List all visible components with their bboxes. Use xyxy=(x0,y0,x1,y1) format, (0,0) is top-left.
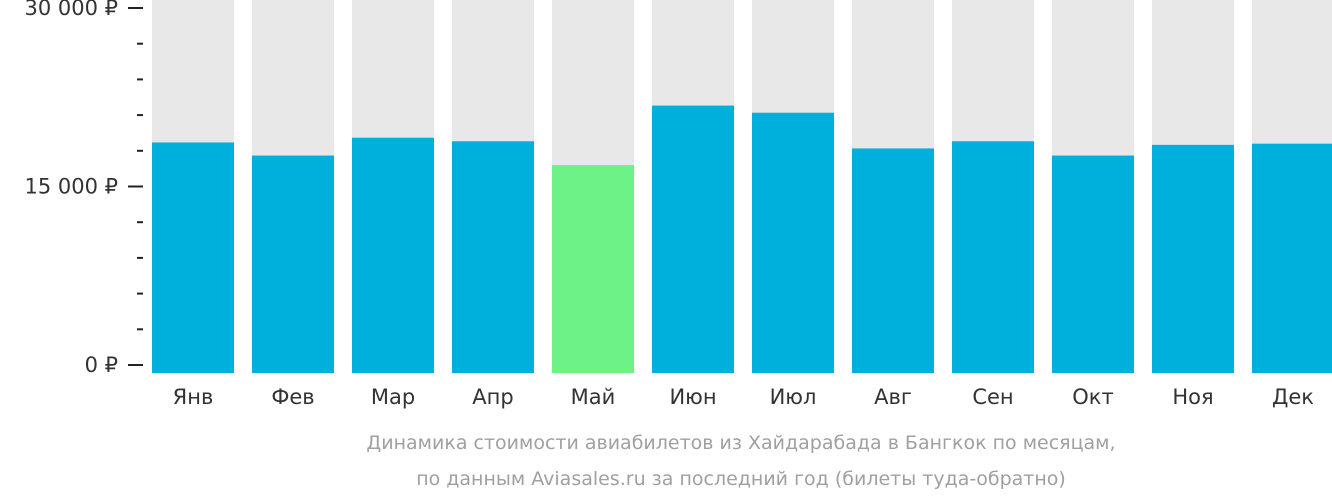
bar-8 xyxy=(952,141,1034,373)
bar-10 xyxy=(1152,144,1234,373)
x-tick-label: Ноя xyxy=(1172,385,1213,409)
x-tick-label: Сен xyxy=(972,385,1013,409)
bar-9 xyxy=(1052,155,1134,373)
x-tick-label: Апр xyxy=(472,385,513,409)
y-tick-label: 30 000 ₽ xyxy=(24,0,118,20)
bar-1 xyxy=(252,155,334,373)
bar-5 xyxy=(652,105,734,373)
y-tick-label: 15 000 ₽ xyxy=(24,175,118,199)
bar-4 xyxy=(552,165,634,373)
x-tick-label: Янв xyxy=(173,385,214,409)
y-tick-label: 0 ₽ xyxy=(85,353,118,377)
x-tick-label: Июн xyxy=(669,385,716,409)
x-tick-label: Авг xyxy=(874,385,912,409)
caption-line-2: по данным Aviasales.ru за последний год … xyxy=(416,468,1066,490)
bar-0 xyxy=(152,142,234,373)
x-tick-label: Май xyxy=(571,385,616,409)
caption-line-1: Динамика стоимости авиабилетов из Хайдар… xyxy=(366,432,1116,454)
x-tick-label: Фев xyxy=(271,385,314,409)
bar-11 xyxy=(1252,143,1332,373)
bar-2 xyxy=(352,137,434,373)
x-tick-label: Июл xyxy=(770,385,817,409)
price-bar-chart: 0 ₽ 15 000 ₽ 30 000 ₽ Янв Фев Мар Апр Май Июн Июл… xyxy=(24,0,1332,409)
x-tick-label: Окт xyxy=(1072,385,1113,409)
bar-7 xyxy=(852,148,934,373)
bar-3 xyxy=(452,141,534,373)
x-tick-label: Мар xyxy=(371,385,415,409)
x-tick-label: Дек xyxy=(1272,385,1314,409)
bar-6 xyxy=(752,112,834,373)
